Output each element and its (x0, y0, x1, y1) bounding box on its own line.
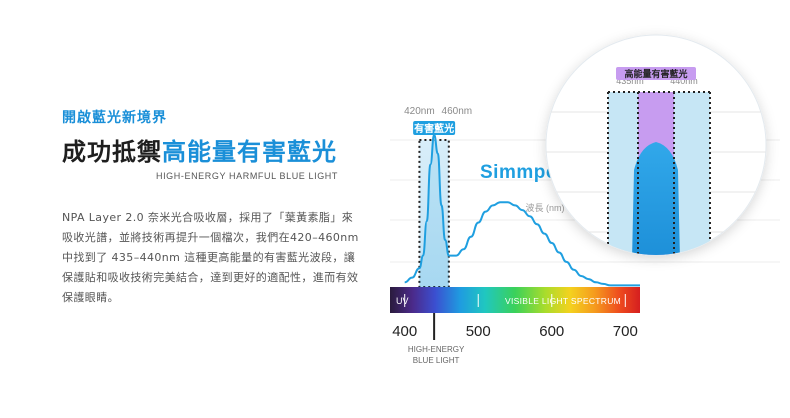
x-tick-label: 700 (613, 323, 638, 340)
x-tick-label: 400 (392, 323, 417, 340)
harmful-band-region (418, 139, 450, 288)
spectrum-curve-fill (419, 134, 449, 287)
band-from-label: 420nm (404, 106, 435, 117)
spectrum-bar (390, 287, 640, 313)
intro-panel: 開啟藍光新境界 成功抵禦高能量有害藍光 HIGH-ENERGY HARMFUL … (0, 0, 360, 418)
marker-label-line-1: HIGH-ENERGY (408, 345, 465, 354)
subhead: HIGH-ENERGY HARMFUL BLUE LIGHT (155, 171, 338, 181)
x-tick-label: 600 (539, 323, 564, 340)
band-tag-background (413, 121, 456, 135)
body-text: NPA Layer 2.0 奈米光合吸收層，採用了「葉黃素脂」來吸收光譜，並將技… (62, 211, 359, 304)
zoom-tag: 高能量有害藍光 (624, 68, 687, 79)
marker-label-line-2: BLUE LIGHT (413, 356, 460, 365)
visible-light-label: VISIBLE LIGHT SPECTRUM (505, 296, 621, 306)
chart-svg: 420nm 460nm 有害藍光 Simmpo 波長 (nm) UV VISIB… (390, 34, 780, 365)
x-ticks: 400 500 600 700 (392, 294, 638, 340)
headline-dark: 成功抵禦 (62, 138, 162, 166)
simmpo-logo: Simmpo (480, 162, 558, 183)
zoom-to-label: 440nm (670, 76, 698, 86)
x-tick-label: 500 (466, 323, 491, 340)
band-tag: 有害藍光 (414, 122, 454, 135)
zoom-from-label: 435nm (616, 76, 644, 86)
headline-blue: 高能量有害藍光 (162, 138, 337, 166)
band-to-label: 460nm (442, 106, 473, 117)
kicker: 開啟藍光新境界 (62, 110, 167, 126)
headline: 成功抵禦高能量有害藍光 (62, 132, 337, 167)
x-axis-label: 波長 (nm) (526, 202, 565, 213)
zoom-content: 435nm 440nm 高能量有害藍光 (546, 67, 766, 255)
zoom-peak (632, 142, 680, 255)
spectrum-chart: 420nm 460nm 有害藍光 Simmpo 波長 (nm) UV VISIB… (380, 0, 790, 418)
zoom-tag-background (616, 67, 696, 80)
uv-label: UV (396, 296, 409, 306)
